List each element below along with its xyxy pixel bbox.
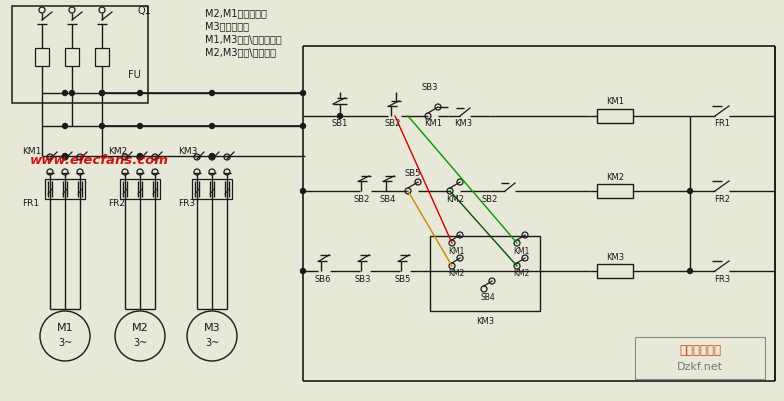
- Circle shape: [688, 269, 692, 273]
- Text: M1,M3手动\自动切换；: M1,M3手动\自动切换；: [205, 34, 281, 44]
- Text: FR1: FR1: [22, 200, 39, 209]
- Circle shape: [209, 154, 215, 158]
- Circle shape: [209, 124, 215, 128]
- Bar: [65, 48, 79, 66]
- Circle shape: [300, 269, 306, 273]
- Text: KM1: KM1: [424, 119, 442, 128]
- Text: KM1: KM1: [448, 247, 464, 255]
- Bar: [430, 236, 540, 311]
- Circle shape: [300, 124, 306, 128]
- Bar: [597, 109, 633, 123]
- Circle shape: [70, 91, 74, 95]
- Circle shape: [63, 124, 67, 128]
- Circle shape: [209, 91, 215, 95]
- Circle shape: [688, 188, 692, 194]
- Circle shape: [300, 91, 306, 95]
- Circle shape: [337, 113, 343, 119]
- Circle shape: [63, 91, 67, 95]
- Text: KM2: KM2: [108, 146, 127, 156]
- Text: KM3: KM3: [178, 146, 198, 156]
- Text: SB1: SB1: [332, 119, 348, 128]
- Text: SB3: SB3: [354, 275, 372, 284]
- Text: 3~: 3~: [132, 338, 147, 348]
- Text: SB2: SB2: [482, 194, 498, 203]
- Bar: [192, 179, 232, 199]
- Text: 电子开发社区: 电子开发社区: [679, 344, 721, 358]
- Circle shape: [137, 154, 143, 158]
- Bar: [597, 264, 633, 278]
- Text: SB5: SB5: [405, 168, 421, 178]
- Text: M3: M3: [204, 323, 220, 333]
- Text: SB4: SB4: [379, 196, 396, 205]
- Text: SB4: SB4: [481, 292, 495, 302]
- Bar: [45, 179, 85, 199]
- Bar: [12, 6, 148, 103]
- Text: M2: M2: [132, 323, 148, 333]
- Text: KM3: KM3: [454, 119, 472, 128]
- Text: SB2: SB2: [385, 119, 401, 128]
- Text: www.elecfans.com: www.elecfans.com: [30, 154, 169, 168]
- Text: M2,M1正常工作；: M2,M1正常工作；: [205, 8, 267, 18]
- Bar: [95, 48, 109, 66]
- Text: KM2: KM2: [606, 172, 624, 182]
- Bar: [597, 184, 633, 198]
- Text: KM2: KM2: [448, 269, 464, 279]
- Text: 3~: 3~: [205, 338, 219, 348]
- Text: M3备用水泵；: M3备用水泵；: [205, 21, 249, 31]
- Text: KM2: KM2: [513, 269, 529, 279]
- Circle shape: [137, 91, 143, 95]
- Text: SB3: SB3: [422, 83, 438, 93]
- Text: Q1: Q1: [138, 6, 152, 16]
- Text: FR2: FR2: [108, 200, 125, 209]
- Text: SB6: SB6: [314, 275, 332, 284]
- Text: KM1: KM1: [606, 97, 624, 107]
- Text: KM1: KM1: [513, 247, 529, 255]
- Text: SB5: SB5: [395, 275, 411, 284]
- Circle shape: [100, 91, 104, 95]
- Text: FR1: FR1: [714, 119, 730, 128]
- Text: M2,M3手动\自动切换: M2,M3手动\自动切换: [205, 47, 276, 57]
- Circle shape: [100, 91, 104, 95]
- Bar: [120, 179, 160, 199]
- Circle shape: [300, 188, 306, 194]
- Text: Dzkf.net: Dzkf.net: [677, 362, 723, 372]
- Text: 3~: 3~: [58, 338, 72, 348]
- Circle shape: [100, 124, 104, 128]
- Text: SB2: SB2: [354, 194, 370, 203]
- Circle shape: [63, 154, 67, 158]
- Bar: [35, 48, 49, 66]
- Bar: [635, 337, 765, 379]
- Text: KM3: KM3: [606, 253, 624, 261]
- Text: FR2: FR2: [714, 194, 730, 203]
- Circle shape: [137, 124, 143, 128]
- Text: FU: FU: [128, 70, 141, 80]
- Text: KM3: KM3: [476, 316, 494, 326]
- Text: KM2: KM2: [446, 194, 464, 203]
- Text: FR3: FR3: [714, 275, 730, 284]
- Text: FR3: FR3: [178, 200, 195, 209]
- Text: KM1: KM1: [22, 146, 42, 156]
- Text: M1: M1: [56, 323, 74, 333]
